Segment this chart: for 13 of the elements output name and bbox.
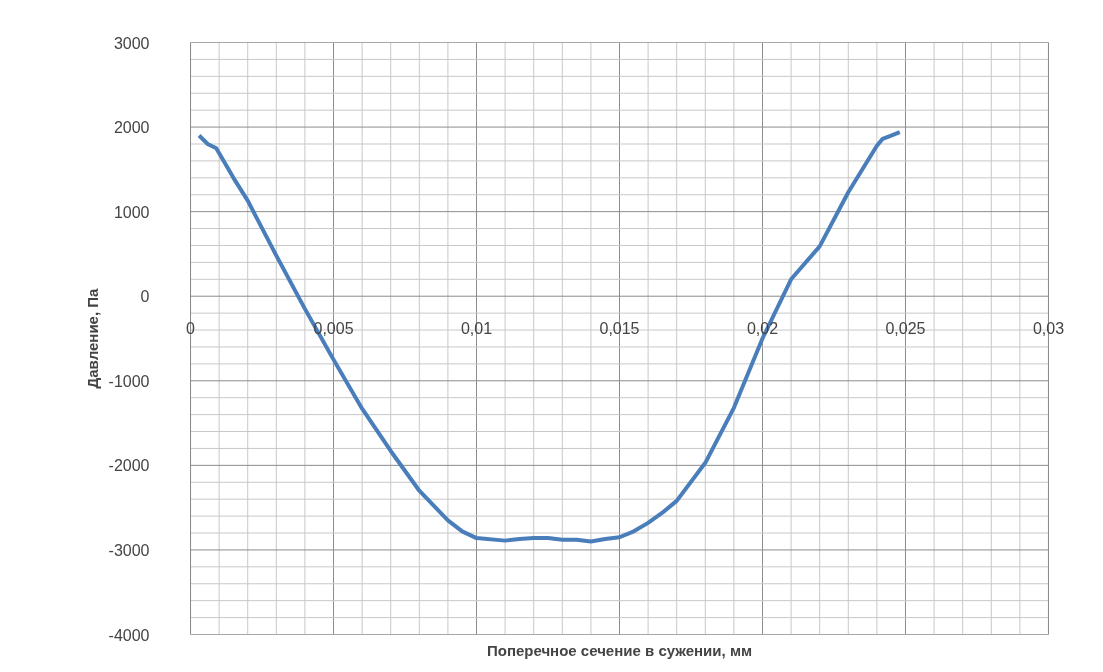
x-tick-label: 0,015 <box>599 320 640 338</box>
y-tick-label: -4000 <box>108 626 150 644</box>
y-tick-label: 0 <box>140 288 150 306</box>
x-axis-title: Поперечное сечение в сужении, мм <box>486 641 753 659</box>
y-tick-label: -3000 <box>108 541 150 559</box>
y-tick-label: -1000 <box>108 372 150 390</box>
y-axis-title: Давление, Па <box>83 287 101 389</box>
y-tick-label: 2000 <box>113 119 150 137</box>
x-tick-label: 0,025 <box>885 320 926 338</box>
y-tick-label: 1000 <box>113 203 150 221</box>
y-tick-label: 3000 <box>113 34 150 52</box>
x-tick-label: 0,01 <box>460 320 493 338</box>
y-tick-label: -2000 <box>108 457 150 475</box>
